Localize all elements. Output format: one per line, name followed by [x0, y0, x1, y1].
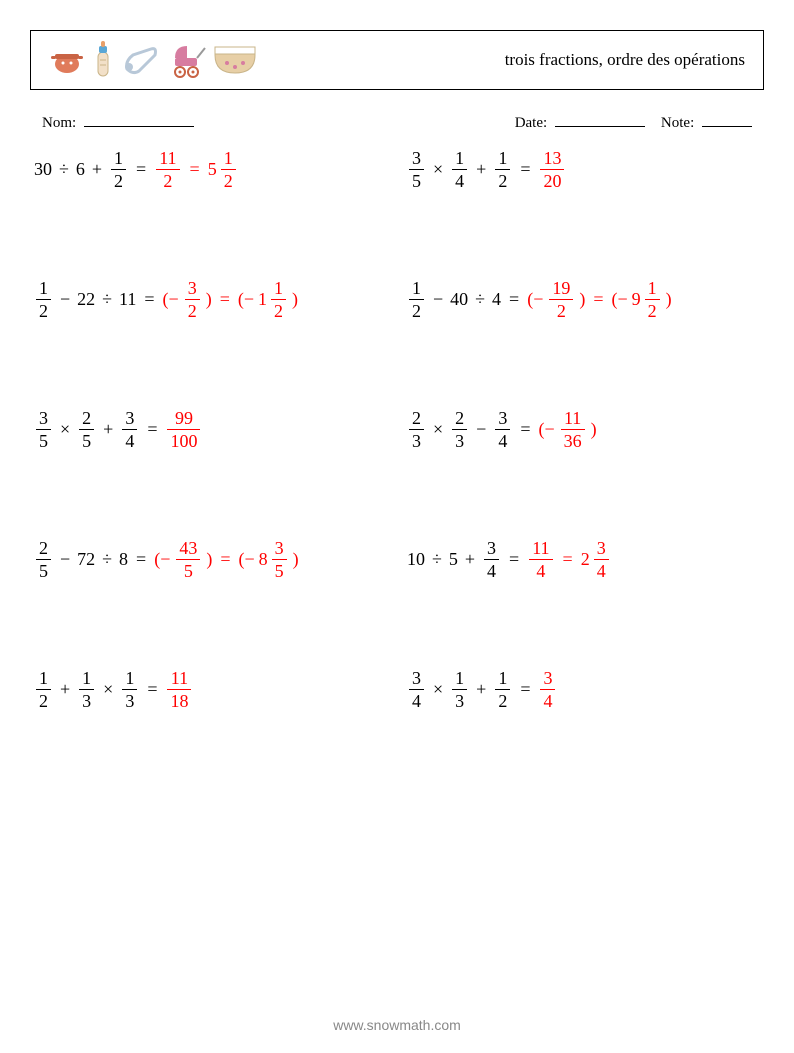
problem-cell: 35×14+12=1320	[397, 144, 760, 194]
problem-row: 35×25+34=9910023×23−34=(−1136)	[34, 404, 760, 454]
problem-cell: 10÷5+34=114=234	[397, 534, 760, 584]
bottle-icon	[91, 40, 115, 80]
problem-cell: 34×13+12=34	[397, 664, 760, 714]
diaper-icon	[213, 43, 257, 77]
footer: www.snowmath.com	[0, 1017, 794, 1033]
name-label: Nom:	[42, 115, 76, 131]
problem-cell: 23×23−34=(−1136)	[397, 404, 760, 454]
header-box: trois fractions, ordre des opérations	[30, 30, 764, 90]
problem-cell: 25−72÷8=(−435)=(−835)	[34, 534, 397, 584]
date-blank[interactable]	[555, 112, 645, 127]
note-label: Note:	[661, 115, 694, 131]
pin-icon	[121, 43, 161, 77]
name-blank[interactable]	[84, 112, 194, 127]
pot-icon	[49, 42, 85, 78]
problem-row: 30÷6+12=112=51235×14+12=1320	[34, 144, 760, 194]
note-blank[interactable]	[702, 112, 752, 127]
problem-row: 12+13×13=111834×13+12=34	[34, 664, 760, 714]
problem-cell: 12−40÷4=(−192)=(−912)	[397, 274, 760, 324]
stroller-icon	[167, 40, 207, 80]
date-field: Date:	[515, 112, 645, 132]
footer-link[interactable]: www.snowmath.com	[333, 1017, 461, 1033]
page-title: trois fractions, ordre des opérations	[505, 50, 745, 70]
note-field: Note:	[661, 112, 752, 132]
meta-row: Nom: Date: Note:	[42, 112, 752, 132]
problem-cell: 30÷6+12=112=512	[34, 144, 397, 194]
date-label: Date:	[515, 115, 547, 131]
worksheet-page: trois fractions, ordre des opérations No…	[0, 0, 794, 814]
name-field: Nom:	[42, 112, 194, 132]
problem-cell: 12−22÷11=(−32)=(−112)	[34, 274, 397, 324]
problem-cell: 12+13×13=1118	[34, 664, 397, 714]
problem-cell: 35×25+34=99100	[34, 404, 397, 454]
problems-grid: 30÷6+12=112=51235×14+12=1320 12−22÷11=(−3…	[30, 144, 764, 714]
problem-row: 12−22÷11=(−32)=(−112)12−40÷4=(−192)=(−91…	[34, 274, 760, 324]
problem-row: 25−72÷8=(−435)=(−835)10÷5+34=114=234	[34, 534, 760, 584]
header-icons	[49, 40, 257, 80]
